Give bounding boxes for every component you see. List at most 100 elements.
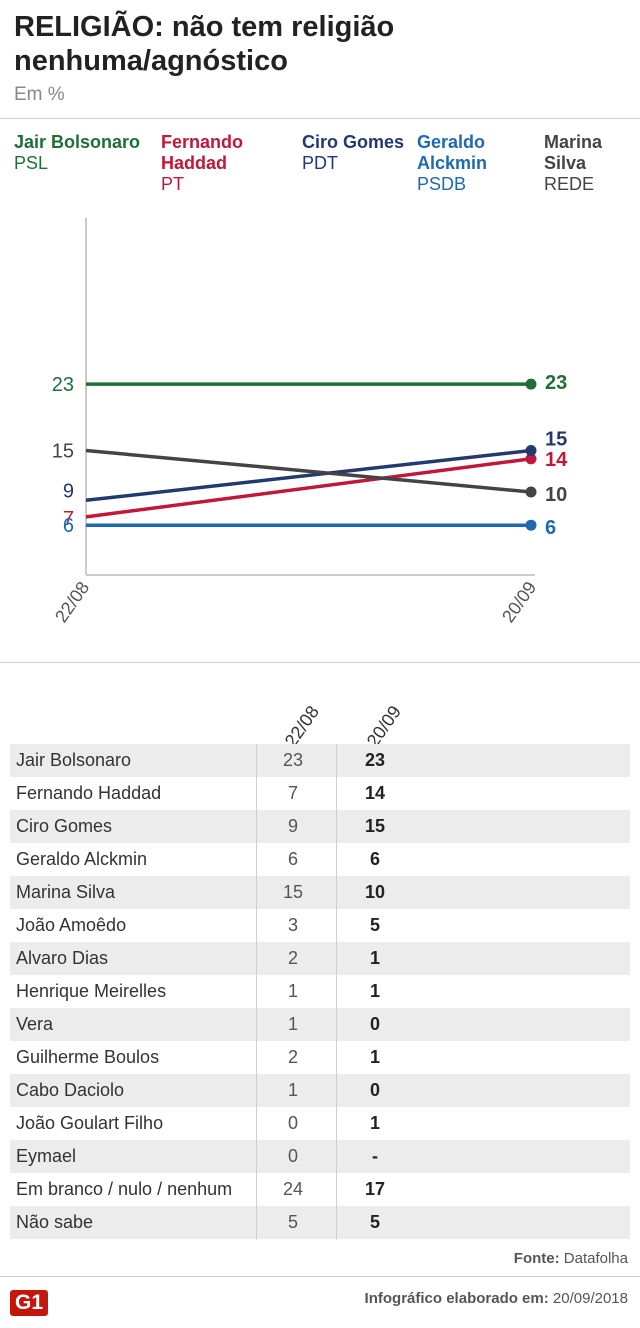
value-date-1: 3 [287, 915, 298, 935]
legend-name: Marina Silva [544, 132, 603, 173]
table-row: Marina Silva 15 10 [10, 876, 630, 909]
series-end-label: 14 [545, 449, 568, 471]
legend-party: PSDB [417, 174, 467, 194]
table-row: Geraldo Alckmin 6 6 [10, 843, 630, 876]
value-date-1: 24 [282, 1179, 304, 1199]
legend-item-ciro: Ciro Gomes PDT [302, 132, 432, 174]
table-row: Jair Bolsonaro 23 23 [10, 744, 630, 777]
value-date-2: 14 [364, 783, 386, 803]
credit-label: Infográfico elaborado em: [364, 1290, 549, 1307]
candidate-name: Jair Bolsonaro [16, 750, 132, 770]
table-row: Em branco / nulo / nenhum 24 17 [10, 1173, 630, 1206]
value-date-2: 1 [369, 981, 380, 1001]
candidate-name: Guilherme Boulos [16, 1047, 160, 1067]
legend-item-haddad: Fernando Haddad PT [161, 132, 291, 195]
value-date-2: 15 [364, 816, 386, 836]
series-start-label: 7 [63, 508, 74, 530]
chart-subtitle: Em % [14, 84, 65, 105]
legend-name: Jair Bolsonaro [14, 132, 141, 152]
value-date-1: 1 [287, 1080, 298, 1100]
series-line [85, 448, 532, 503]
table-row: Não sabe 5 5 [10, 1206, 630, 1239]
value-date-1: 1 [287, 981, 298, 1001]
footer-divider [0, 1276, 640, 1277]
value-date-2: 17 [364, 1179, 386, 1199]
table-row: João Amoêdo 3 5 [10, 909, 630, 942]
value-date-1: 7 [287, 783, 298, 803]
candidate-name: Não sabe [16, 1212, 94, 1232]
results-table: 22/08 20/09 Jair Bolsonaro 23 23 Fernando H… [10, 702, 630, 1240]
legend-party: PDT [302, 153, 338, 173]
value-date-1: 23 [282, 750, 304, 770]
table-body: Jair Bolsonaro 23 23 Fernando Haddad 7 14 Ciro… [10, 744, 630, 1239]
header-divider [0, 118, 640, 119]
chart-title: RELIGIÃO: não tem religião nenhuma/agnós… [14, 11, 395, 77]
table-row: Fernando Haddad 7 14 [10, 777, 630, 810]
value-date-2: 5 [369, 915, 380, 935]
candidate-name: Ciro Gomes [16, 816, 113, 836]
table-row: Henrique Meirelles 1 1 [10, 975, 630, 1008]
series-start-label: 6 [63, 515, 74, 537]
value-date-2: 10 [364, 882, 386, 902]
series-start-label: 23 [52, 374, 74, 396]
series-end-label: 23 [545, 372, 567, 394]
value-date-1: 2 [287, 948, 298, 968]
g1-logo: G1 [10, 1290, 48, 1316]
series-end-label: 10 [545, 484, 567, 506]
candidate-name: João Amoêdo [16, 915, 127, 935]
series-end-point [525, 486, 537, 498]
legend-party: PSL [14, 153, 49, 173]
series-end-point [525, 378, 537, 390]
table-row: Cabo Daciolo 1 0 [10, 1074, 630, 1107]
value-date-2: 0 [369, 1080, 380, 1100]
series-line [85, 448, 532, 494]
legend-item-alckmin: Geraldo Alckmin PSDB [417, 132, 547, 195]
candidate-name: Alvaro Dias [16, 948, 109, 968]
series-end-point [525, 445, 537, 456]
table-row: Alvaro Dias 2 1 [10, 942, 630, 975]
value-date-1: 5 [287, 1212, 298, 1232]
chart-divider [0, 662, 640, 663]
credit-note: Infográfico elaborado em: 20/09/2018 [365, 1290, 628, 1307]
source-value: Datafolha [563, 1250, 628, 1267]
series-end-label: 15 [545, 429, 567, 451]
value-date-1: 15 [282, 882, 304, 902]
candidate-name: Geraldo Alckmin [16, 849, 148, 869]
candidate-name: Fernando Haddad [16, 783, 162, 803]
legend-item-bolsonaro: Jair Bolsonaro PSL [14, 132, 144, 174]
value-date-2: 6 [369, 849, 380, 869]
table-row: Ciro Gomes 9 15 [10, 810, 630, 843]
value-date-2: 1 [369, 948, 380, 968]
value-date-2: 1 [369, 1047, 380, 1067]
table-row: João Goulart Filho 0 1 [10, 1107, 630, 1140]
source-label: Fonte: [513, 1250, 560, 1267]
source-note: Fonte: Datafolha [514, 1250, 628, 1267]
legend-item-marina: Marina Silva REDE [544, 132, 634, 195]
legend-party: PT [161, 174, 185, 194]
table-column-divider [256, 744, 257, 1240]
value-date-1: 9 [287, 816, 298, 836]
value-date-1: 1 [287, 1014, 298, 1034]
value-date-1: 6 [287, 849, 298, 869]
candidate-name: Marina Silva [16, 882, 116, 902]
candidate-name: Henrique Meirelles [16, 981, 167, 1001]
value-date-2: 23 [364, 750, 386, 770]
legend-name: Fernando Haddad [161, 132, 244, 173]
series-start-label: 15 [52, 441, 74, 463]
series-line [85, 457, 532, 519]
value-date-2: - [372, 1146, 378, 1166]
legend-name: Ciro Gomes [302, 132, 405, 152]
legend-name: Geraldo Alckmin [417, 132, 488, 173]
candidate-name: Em branco / nulo / nenhum [16, 1179, 233, 1199]
table-row: Vera 1 0 [10, 1008, 630, 1041]
value-date-1: 0 [287, 1146, 298, 1166]
value-date-2: 1 [369, 1113, 380, 1133]
credit-date: 20/09/2018 [552, 1290, 628, 1307]
candidate-name: Eymael [16, 1146, 77, 1166]
value-date-1: 0 [287, 1113, 298, 1133]
table-row: Eymael 0 - [10, 1140, 630, 1173]
candidate-name: João Goulart Filho [16, 1113, 164, 1133]
candidate-name: Cabo Daciolo [16, 1080, 125, 1100]
value-date-2: 0 [369, 1014, 380, 1034]
value-date-2: 5 [369, 1212, 380, 1232]
